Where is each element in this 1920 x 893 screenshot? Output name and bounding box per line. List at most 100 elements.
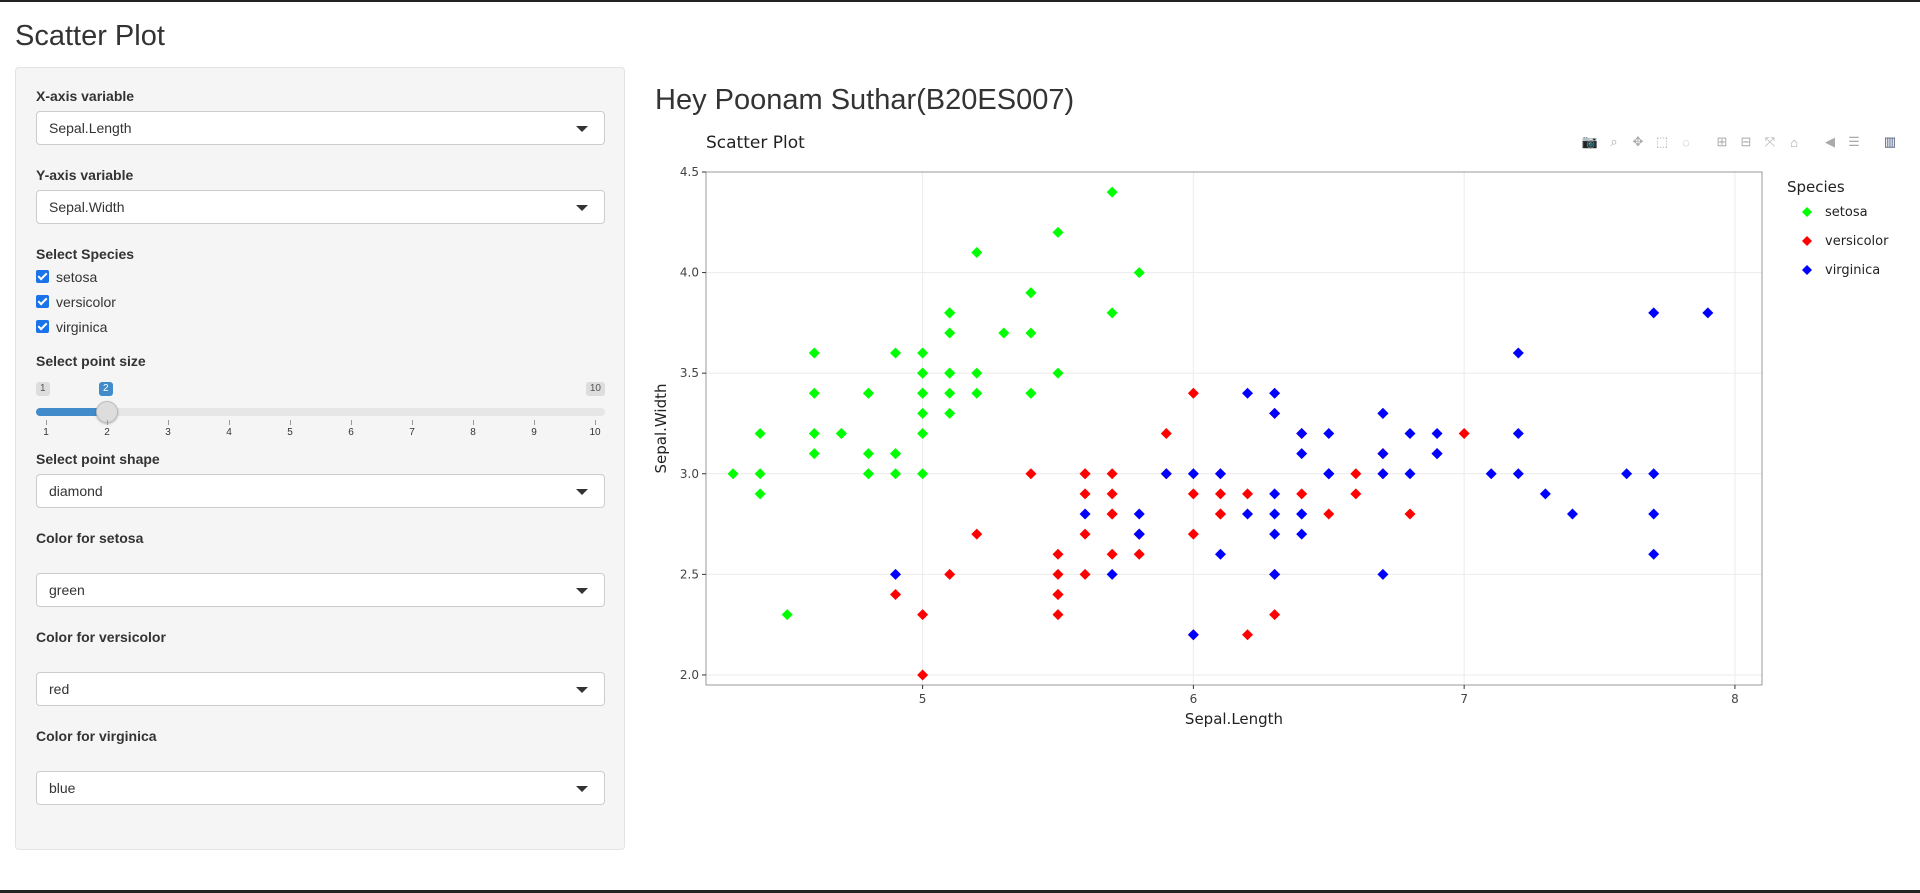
data-point-virginica[interactable] <box>1269 387 1281 399</box>
data-point-setosa[interactable] <box>944 327 956 339</box>
data-point-versicolor[interactable] <box>1214 488 1226 500</box>
data-point-virginica[interactable] <box>1133 528 1145 540</box>
data-point-setosa[interactable] <box>808 448 820 460</box>
data-point-setosa[interactable] <box>781 609 793 621</box>
data-point-virginica[interactable] <box>1214 548 1226 560</box>
data-point-versicolor[interactable] <box>1323 508 1335 520</box>
data-point-versicolor[interactable] <box>917 669 929 681</box>
virginica-color-select[interactable]: blue <box>36 771 605 805</box>
data-point-virginica[interactable] <box>1566 508 1578 520</box>
species-checkbox-virginica[interactable]: virginica <box>36 314 604 339</box>
data-point-versicolor[interactable] <box>1106 508 1118 520</box>
data-point-virginica[interactable] <box>1269 508 1281 520</box>
data-point-virginica[interactable] <box>1648 468 1660 480</box>
data-point-virginica[interactable] <box>1648 548 1660 560</box>
data-point-versicolor[interactable] <box>1079 568 1091 580</box>
data-point-setosa[interactable] <box>944 307 956 319</box>
species-checkbox-versicolor[interactable]: versicolor <box>36 289 604 314</box>
data-point-setosa[interactable] <box>1106 186 1118 198</box>
lasso-icon[interactable]: ◌ <box>1682 134 1690 150</box>
legend-item-versicolor[interactable]: versicolor <box>1825 234 1889 249</box>
data-point-versicolor[interactable] <box>1187 488 1199 500</box>
data-point-virginica[interactable] <box>1431 448 1443 460</box>
data-point-virginica[interactable] <box>1269 568 1281 580</box>
data-point-setosa[interactable] <box>971 387 983 399</box>
data-point-virginica[interactable] <box>1133 508 1145 520</box>
data-point-versicolor[interactable] <box>1214 508 1226 520</box>
data-point-versicolor[interactable] <box>1160 428 1172 440</box>
data-point-setosa[interactable] <box>917 468 929 480</box>
data-point-setosa[interactable] <box>944 407 956 419</box>
data-point-virginica[interactable] <box>1269 407 1281 419</box>
data-point-setosa[interactable] <box>971 246 983 258</box>
data-point-versicolor[interactable] <box>1350 468 1362 480</box>
data-point-virginica[interactable] <box>1377 468 1389 480</box>
autoscale-icon[interactable]: ⤧ <box>1764 134 1776 149</box>
data-point-setosa[interactable] <box>1052 367 1064 379</box>
legend-item-setosa[interactable]: setosa <box>1825 205 1868 220</box>
hover-compare-icon[interactable]: ☰ <box>1848 134 1860 149</box>
data-point-versicolor[interactable] <box>1458 428 1470 440</box>
data-point-virginica[interactable] <box>1404 468 1416 480</box>
data-point-setosa[interactable] <box>808 347 820 359</box>
data-point-setosa[interactable] <box>944 367 956 379</box>
legend-marker-virginica[interactable] <box>1802 265 1812 275</box>
hover-closest-icon[interactable]: ◀ <box>1825 134 1835 149</box>
data-point-virginica[interactable] <box>1539 488 1551 500</box>
data-point-virginica[interactable] <box>1377 448 1389 460</box>
plotly-logo-icon[interactable]: ▥ <box>1883 134 1897 149</box>
data-point-virginica[interactable] <box>1187 468 1199 480</box>
data-point-virginica[interactable] <box>1160 468 1172 480</box>
data-point-versicolor[interactable] <box>944 568 956 580</box>
data-point-setosa[interactable] <box>917 387 929 399</box>
data-point-setosa[interactable] <box>835 428 847 440</box>
data-point-setosa[interactable] <box>1052 226 1064 238</box>
data-point-versicolor[interactable] <box>1079 468 1091 480</box>
data-point-versicolor[interactable] <box>1242 629 1254 641</box>
data-point-setosa[interactable] <box>862 468 874 480</box>
zoom-out-icon[interactable]: ⊟ <box>1740 134 1752 149</box>
data-point-setosa[interactable] <box>862 448 874 460</box>
data-point-virginica[interactable] <box>1404 428 1416 440</box>
data-point-virginica[interactable] <box>1296 508 1308 520</box>
data-point-versicolor[interactable] <box>1052 548 1064 560</box>
data-point-versicolor[interactable] <box>1296 488 1308 500</box>
species-checkbox-setosa[interactable]: setosa <box>36 264 604 289</box>
data-point-versicolor[interactable] <box>1404 508 1416 520</box>
data-point-setosa[interactable] <box>754 488 766 500</box>
data-point-virginica[interactable] <box>1296 448 1308 460</box>
data-point-versicolor[interactable] <box>1133 548 1145 560</box>
data-point-setosa[interactable] <box>1025 387 1037 399</box>
slider-track[interactable] <box>36 408 605 416</box>
data-point-virginica[interactable] <box>890 568 902 580</box>
data-point-virginica[interactable] <box>1621 468 1633 480</box>
data-point-setosa[interactable] <box>890 468 902 480</box>
data-point-virginica[interactable] <box>1323 468 1335 480</box>
zoom-icon[interactable]: ⌕ <box>1610 134 1618 149</box>
data-point-setosa[interactable] <box>1133 267 1145 279</box>
data-point-virginica[interactable] <box>1269 528 1281 540</box>
data-point-setosa[interactable] <box>808 428 820 440</box>
data-point-virginica[interactable] <box>1187 629 1199 641</box>
data-point-setosa[interactable] <box>754 428 766 440</box>
data-point-versicolor[interactable] <box>971 528 983 540</box>
camera-icon[interactable]: 📷 <box>1581 134 1599 149</box>
data-point-versicolor[interactable] <box>1106 488 1118 500</box>
legend-marker-setosa[interactable] <box>1802 207 1812 217</box>
data-point-versicolor[interactable] <box>1052 588 1064 600</box>
data-point-virginica[interactable] <box>1512 347 1524 359</box>
data-point-virginica[interactable] <box>1512 428 1524 440</box>
data-point-virginica[interactable] <box>1377 568 1389 580</box>
data-point-virginica[interactable] <box>1269 488 1281 500</box>
data-point-versicolor[interactable] <box>1106 468 1118 480</box>
legend-item-virginica[interactable]: virginica <box>1825 263 1880 278</box>
data-point-virginica[interactable] <box>1648 508 1660 520</box>
data-point-setosa[interactable] <box>1025 327 1037 339</box>
data-point-versicolor[interactable] <box>1052 568 1064 580</box>
reset-axes-icon[interactable]: ⌂ <box>1790 134 1798 150</box>
data-point-virginica[interactable] <box>1242 508 1254 520</box>
data-point-virginica[interactable] <box>1106 568 1118 580</box>
data-point-setosa[interactable] <box>917 428 929 440</box>
data-point-setosa[interactable] <box>998 327 1010 339</box>
data-point-virginica[interactable] <box>1079 508 1091 520</box>
